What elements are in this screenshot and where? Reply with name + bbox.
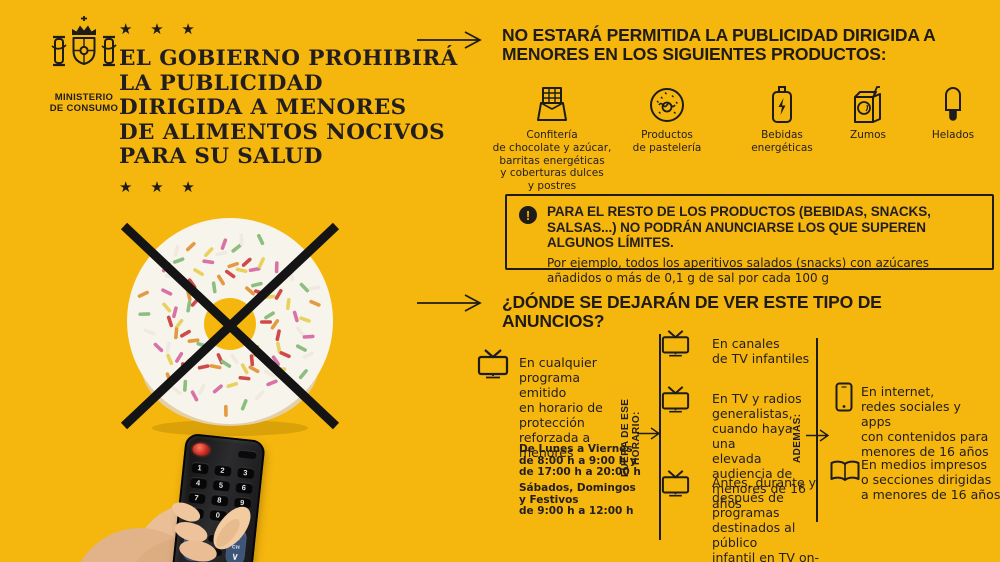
arrow-right-icon: [417, 294, 482, 312]
donut-image: [118, 214, 342, 438]
ministry-name-line1: MINISTERIO: [54, 92, 114, 103]
tv-icon: [661, 386, 690, 413]
ministry-logo: MINISTERIO DE CONSUMO: [24, 12, 144, 114]
main-title-line: LA PUBLICIDAD: [119, 70, 323, 96]
ministry-name: MINISTERIO DE CONSUMO: [24, 92, 144, 114]
divider-line: [659, 334, 661, 540]
coat-of-arms-icon: [51, 16, 117, 67]
where-col2-item: Antes, durante y después de programas de…: [712, 475, 820, 562]
divider-line: [816, 338, 818, 522]
small-arrow-right-icon: [806, 429, 830, 442]
exclamation-glyph: !: [525, 207, 531, 223]
main-title: EL GOBIERNO PROHIBIRÁ LA PUBLICIDAD DIRI…: [119, 46, 458, 170]
tv-icon: [477, 349, 509, 379]
section1-heading: NO ESTARÁ PERMITIDA LA PUBLICIDAD DIRIGI…: [502, 25, 935, 65]
tv-icon: [661, 330, 690, 357]
open-book-icon: [830, 460, 860, 481]
where-col2-item: En TV y radios generalistas, cuando haya…: [712, 391, 806, 511]
where-col1-text: En cualquier programa emitido en horario…: [519, 355, 603, 460]
chocolate-bar-icon: [537, 87, 567, 121]
product-label: Helados: [931, 129, 975, 141]
energy-drink-icon: [772, 86, 792, 123]
product-confiteria: Confitería de chocolate y azúcar, barrit…: [487, 84, 617, 193]
product-label: Bebidas energéticas: [751, 129, 813, 154]
stars-top: ★ ★ ★: [119, 20, 197, 38]
divider2-label: ADEMÁS:: [792, 413, 803, 463]
donut-icon: [650, 88, 684, 122]
juice-box-icon: [854, 86, 881, 123]
tv-icon: [661, 470, 690, 497]
section2-heading: ¿DÓNDE SE DEJARÁN DE VER ESTE TIPO DE AN…: [502, 292, 882, 332]
product-pasteleria: Productos de pastelería: [612, 84, 722, 155]
where-col3-item: En medios impresos o secciones dirigidas…: [861, 457, 1000, 502]
product-bebidas-energeticas: Bebidas energéticas: [737, 84, 827, 155]
main-title-line: PARA SU SALUD: [119, 144, 323, 169]
warning-texts: PARA EL RESTO DE LOS PRODUCTOS (BEBIDAS,…: [547, 204, 982, 285]
main-title-line: DIRIGIDA A MENORES: [119, 95, 407, 120]
product-label: Zumos: [850, 129, 886, 141]
main-title-line: EL GOBIERNO PROHIBIRÁ: [119, 46, 458, 71]
prohibition-cross-icon: [120, 222, 340, 430]
power-button-icon: [191, 442, 211, 457]
warning-bold-text: PARA EL RESTO DE LOS PRODUCTOS (BEBIDAS,…: [547, 204, 931, 251]
weekday-schedule: De Lunes a Viernes de 8:00 h a 9:00 h y …: [519, 443, 641, 478]
product-label: Productos de pastelería: [632, 129, 702, 154]
source-button: [237, 449, 257, 460]
where-col3-item: En internet, redes sociales y apps con c…: [861, 384, 989, 459]
stars-bottom: ★ ★ ★: [119, 177, 197, 196]
warning-box: ! PARA EL RESTO DE LOS PRODUCTOS (BEBIDA…: [505, 194, 994, 285]
headline-block: ★ ★ ★ EL GOBIERNO PROHIBIRÁ LA PUBLICIDA…: [119, 20, 458, 196]
weekend-schedule: Sábados, Domingos y Festivos de 9:00 h a…: [519, 482, 636, 517]
smartphone-icon: [835, 382, 853, 412]
exclamation-icon: !: [519, 206, 537, 224]
small-arrow-right-icon: [637, 427, 661, 440]
arrow-right-icon: [417, 31, 482, 49]
where-col2-item: En canales de TV infantiles: [712, 336, 810, 366]
remote-top-row: [191, 442, 257, 462]
product-label: Confitería de chocolate y azúcar, barrit…: [492, 129, 612, 193]
warning-example-text: Por ejemplo, todos los aperitivos salado…: [547, 255, 929, 285]
product-zumos: Zumos: [828, 84, 908, 142]
main-title-line: DE ALIMENTOS NOCIVOS: [119, 119, 446, 145]
product-helados: Helados: [913, 84, 993, 142]
ministry-name-line2: DE CONSUMO: [49, 103, 119, 115]
ice-cream-icon: [945, 87, 961, 121]
thumb-on-remote: [171, 502, 251, 562]
